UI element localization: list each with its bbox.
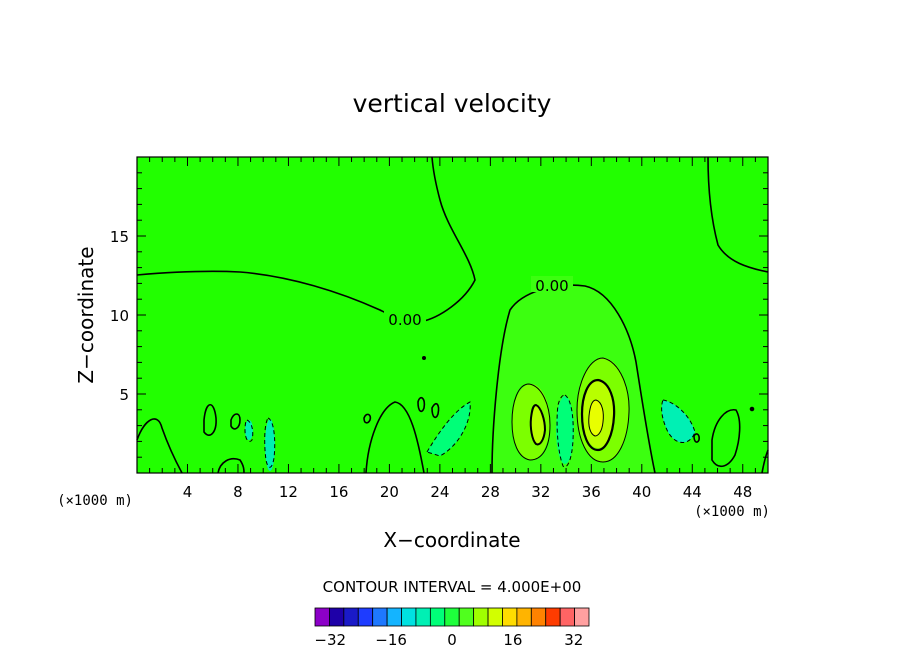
contour-lines (136, 156, 769, 474)
colorbar-swatch (429, 607, 446, 627)
region-secondary-core (530, 405, 544, 445)
chart-title: vertical velocity (353, 89, 552, 118)
x-axis-label: X−coordinate (383, 528, 520, 552)
region-downdraft-a (556, 396, 574, 464)
contour-neg-c (661, 399, 696, 443)
x-tick-label: 48 (733, 483, 752, 501)
colorbar-swatch (357, 607, 374, 627)
colorbar-swatch (502, 607, 518, 627)
colorbar-swatch (574, 607, 590, 627)
contour-bottom-left (217, 457, 245, 474)
colorbar-swatch (545, 607, 561, 627)
contour-neg-e (244, 419, 254, 443)
contour-secondary-core (529, 403, 547, 446)
contour-updraft-outer (576, 357, 630, 463)
contour-neg-d (264, 417, 276, 468)
contour-secondary-outer (511, 383, 551, 461)
colorbar-swatch (559, 607, 575, 627)
colorbar-swatch (329, 607, 345, 627)
contour-small-a (230, 413, 241, 430)
y-axis-label: Z−coordinate (74, 246, 98, 383)
contour-label-1: 0.00 (388, 311, 421, 329)
contour-small-d (431, 402, 440, 419)
contour-zero-center (491, 284, 656, 474)
contour-lines-negative (244, 394, 696, 468)
x-tick-label: 20 (380, 483, 399, 501)
x-tick-label: 28 (481, 483, 500, 501)
colorbar-swatch (314, 607, 330, 627)
colorbar-swatch (487, 607, 503, 627)
colorbar-swatch (401, 607, 417, 627)
x-unit-right: (×1000 m) (694, 504, 770, 520)
colorbar-swatch (415, 607, 431, 627)
region-updraft-core (589, 400, 603, 436)
region-downdraft-c (661, 400, 695, 443)
contour-small-e (693, 433, 700, 443)
x-tick-label: 12 (279, 483, 298, 501)
contour-neg-b (426, 401, 471, 457)
x-tick-label: 44 (683, 483, 702, 501)
colorbar-swatch (372, 607, 388, 627)
x-tick-label: 40 (632, 483, 651, 501)
colorbar-swatch (473, 607, 489, 627)
contour-left-edge (136, 418, 183, 474)
contour-updraft-core (588, 399, 604, 437)
contour-dot-a (421, 355, 426, 360)
y-tick-label: 15 (110, 228, 129, 246)
colorbar-tick-label: 0 (447, 631, 457, 649)
x-unit-left: (×1000 m) (57, 493, 133, 509)
colorbar-swatch (516, 607, 532, 627)
contour-neg-a (556, 394, 574, 468)
region-downdraft-d (265, 419, 275, 471)
y-tick-label: 5 (119, 386, 129, 404)
region-downdraft-e (245, 420, 253, 440)
colorbar-swatch (343, 607, 359, 627)
contour-hill (365, 401, 425, 474)
contour-small-b (363, 413, 372, 424)
contour-small-c (417, 396, 426, 413)
contour-updraft-mid (580, 378, 616, 452)
contour-label-bg-1 (384, 311, 426, 327)
colorbar-swatch (530, 607, 547, 627)
contour-small-left (203, 403, 217, 436)
colorbar-swatch (386, 607, 402, 627)
colorbar-tick-label: −16 (375, 631, 407, 649)
colorbar-tick-label: 16 (503, 631, 522, 649)
x-tick-label: 36 (582, 483, 601, 501)
x-tick-label: 24 (430, 483, 449, 501)
contour-label-bg-2 (531, 276, 573, 292)
colorbar-tick-label: −32 (314, 631, 346, 649)
contour-zero-right (707, 156, 769, 273)
colorbar-swatch (444, 607, 460, 627)
colorbar-tick-label: 32 (564, 631, 583, 649)
contour-interval: CONTOUR INTERVAL = 4.000E+00 (323, 578, 582, 596)
y-tick-label: 10 (110, 307, 129, 325)
x-tick-label: 4 (183, 483, 193, 501)
x-tick-label: 32 (531, 483, 550, 501)
contour-dot-b (749, 406, 755, 412)
x-tick-label: 16 (329, 483, 348, 501)
region-downdraft-b (427, 402, 471, 456)
contour-right-lobe (711, 409, 741, 468)
x-tick-label: 8 (233, 483, 243, 501)
colorbar-swatch (458, 607, 475, 627)
contour-label-2: 0.00 (535, 277, 568, 295)
colorbar: −32 −16 0 16 32 (314, 607, 590, 649)
